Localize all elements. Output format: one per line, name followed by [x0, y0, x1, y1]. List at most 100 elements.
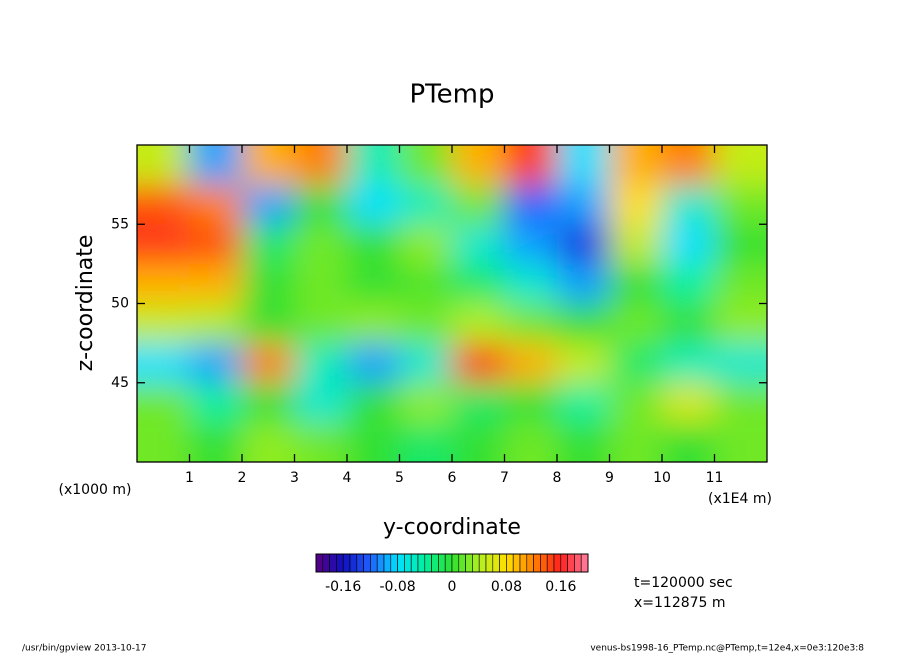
cell: [399, 422, 452, 462]
cell: [714, 382, 767, 423]
cell: [662, 224, 715, 264]
cell: [399, 145, 452, 185]
cell: [294, 184, 347, 225]
cell: [189, 224, 242, 264]
cell: [609, 382, 662, 423]
y-unit: (x1000 m): [59, 482, 132, 498]
x-tick-label: 3: [290, 470, 299, 486]
colorbar-box: [383, 553, 392, 573]
cell: [347, 145, 400, 185]
colorbar-box: [424, 553, 432, 573]
x-tick-label: 6: [448, 470, 457, 486]
cell: [452, 145, 505, 185]
colorbar-label: 0.08: [491, 579, 522, 595]
cell: [242, 422, 295, 462]
field: [137, 145, 767, 462]
cell: [399, 382, 452, 423]
colorbar-box: [444, 553, 453, 573]
cell: [242, 303, 295, 344]
cell: [242, 145, 295, 185]
cell: [504, 343, 557, 383]
colorbar-box: [431, 553, 439, 573]
cell: [714, 145, 767, 185]
cell: [452, 382, 505, 423]
colorbar-label: -0.08: [379, 579, 415, 595]
colorbar-frame: [315, 553, 589, 573]
cell: [714, 422, 767, 462]
cell: [294, 303, 347, 344]
cell: [452, 303, 505, 344]
x-tick-label: 10: [653, 470, 671, 486]
cell: [137, 145, 190, 185]
colorbar-box: [465, 553, 473, 573]
y-tick-label: 55: [111, 216, 129, 232]
cell: [662, 145, 715, 185]
cell: [452, 343, 505, 383]
cell: [189, 422, 242, 462]
colorbar-box: [492, 553, 500, 573]
cell: [137, 303, 190, 344]
colorbar-box: [560, 553, 568, 573]
colorbar-box: [512, 553, 521, 573]
colorbar-box: [404, 553, 412, 573]
cell: [662, 343, 715, 383]
cell: [242, 343, 295, 383]
x-tick-label: 7: [500, 470, 509, 486]
cell: [189, 343, 242, 383]
cell: [399, 303, 452, 344]
cell: [557, 263, 610, 304]
colorbar-box: [336, 553, 344, 573]
cell: [399, 343, 452, 383]
cell: [504, 224, 557, 264]
x-axis-label: y-coordinate: [383, 515, 521, 540]
cell: [189, 145, 242, 185]
colorbar-box: [540, 553, 548, 573]
colorbar-label: 0: [448, 579, 457, 595]
colorbar-box: [553, 553, 562, 573]
cell: [347, 303, 400, 344]
colorbar-box: [329, 553, 337, 573]
cell: [504, 382, 557, 423]
cell: [189, 382, 242, 423]
cell: [504, 422, 557, 462]
cell: [714, 184, 767, 225]
cell: [452, 422, 505, 462]
cell: [189, 303, 242, 344]
y-tick-label: 50: [111, 296, 129, 312]
cell: [609, 263, 662, 304]
cell: [242, 263, 295, 304]
cell: [714, 343, 767, 383]
cell: [294, 382, 347, 423]
cell: [137, 263, 190, 304]
cell: [662, 303, 715, 344]
colorbar-box: [478, 553, 487, 573]
cell: [347, 422, 400, 462]
colorbar-box: [574, 553, 582, 573]
cell: [242, 382, 295, 423]
cell: [714, 224, 767, 264]
cell: [294, 224, 347, 264]
cell: [557, 382, 610, 423]
cell: [399, 184, 452, 225]
colorbar-box: [472, 553, 480, 573]
annotation: x=112875 m: [634, 595, 726, 611]
cell: [347, 184, 400, 225]
x-tick-label: 8: [553, 470, 562, 486]
cell: [347, 382, 400, 423]
cell: [714, 263, 767, 304]
y-tick-label: 45: [111, 375, 129, 391]
cell: [557, 224, 610, 264]
colorbar-box: [322, 553, 330, 573]
cell: [347, 343, 400, 383]
colorbar-box: [349, 553, 358, 573]
colorbar-box: [390, 553, 398, 573]
cell: [347, 224, 400, 264]
cell: [504, 145, 557, 185]
cell: [557, 343, 610, 383]
colorbar-box: [451, 553, 460, 573]
cell: [609, 224, 662, 264]
cell: [294, 422, 347, 462]
colorbar-label: 0.16: [545, 579, 576, 595]
cell: [504, 303, 557, 344]
